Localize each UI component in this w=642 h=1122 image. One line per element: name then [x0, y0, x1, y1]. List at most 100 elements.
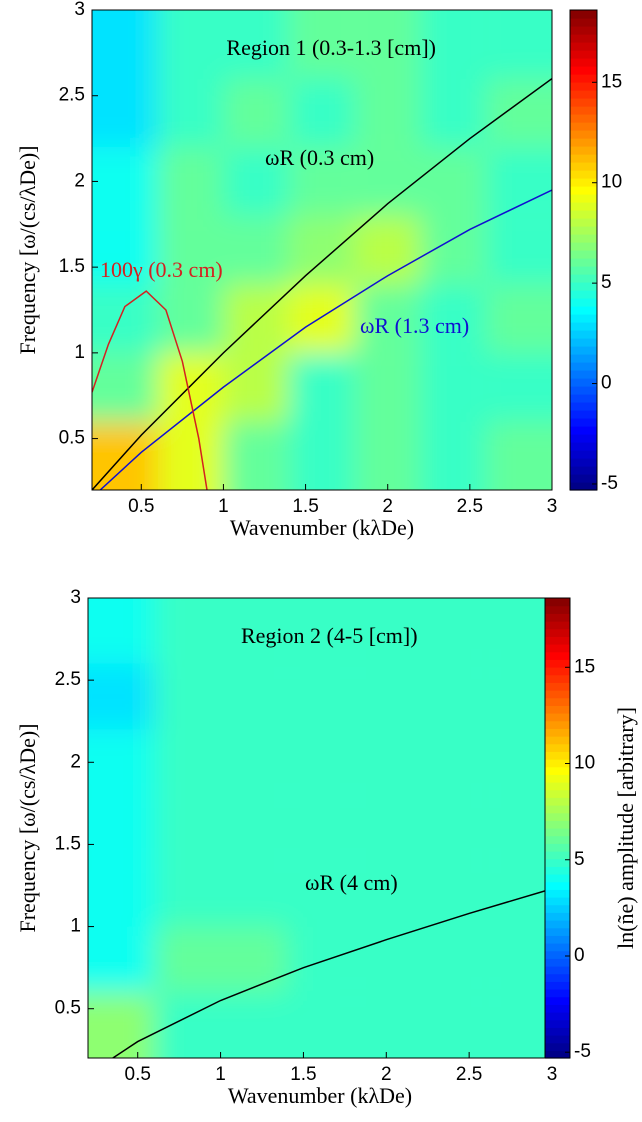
colorbar-step	[570, 130, 597, 139]
heatmap-cell	[353, 860, 420, 927]
heatmap-cell	[485, 795, 552, 861]
heatmap-cell	[289, 284, 355, 353]
colorbar-step	[545, 1050, 570, 1059]
heatmap-cell	[286, 729, 354, 796]
heatmap-cells	[92, 10, 552, 490]
heatmap	[88, 598, 552, 1058]
heatmap-cell	[92, 78, 158, 148]
heatmap-cell	[220, 860, 287, 927]
heatmap-cells	[88, 598, 552, 1058]
colorbar-step	[545, 797, 570, 806]
colorbar-step	[570, 410, 597, 419]
curve	[99, 189, 552, 490]
colorbar-step	[545, 889, 570, 898]
colorbar-step	[545, 904, 570, 913]
colorbar-step	[570, 178, 597, 187]
colorbar-step	[545, 743, 570, 752]
colorbar-step	[570, 378, 597, 387]
colorbar-step	[570, 138, 597, 147]
colorbar-step	[570, 250, 597, 259]
colorbar-step	[570, 482, 597, 491]
colorbar-step	[570, 234, 597, 243]
colorbar-step	[545, 766, 570, 775]
colorbar-step	[570, 442, 597, 451]
colorbar-step	[570, 330, 597, 339]
heatmap-cell	[157, 284, 224, 353]
colorbar-step	[570, 106, 597, 115]
colorbar-step	[570, 458, 597, 467]
heatmap-cell	[419, 795, 486, 861]
heatmap-cell	[420, 421, 487, 490]
heatmap-cell	[289, 421, 355, 490]
heatmap-cell	[154, 729, 221, 796]
colorbar-label: ln(ñe) amplitude [arbitrary]	[613, 707, 638, 949]
heatmap-cell	[220, 926, 287, 993]
heatmap-cell	[485, 992, 552, 1058]
x-tick-label: 3	[547, 1064, 558, 1085]
heatmap-cell	[154, 795, 221, 861]
colorbar-step	[570, 282, 597, 291]
colorbar-step	[545, 966, 570, 975]
x-tick-label: 2.5	[456, 1064, 482, 1085]
y-tick-label: 2	[74, 170, 85, 191]
colorbar-tick-label: 10	[574, 753, 595, 774]
heatmap-cell	[289, 215, 355, 285]
colorbar-step	[545, 874, 570, 883]
heatmap-cell	[157, 215, 224, 285]
y-tick-label: 0.5	[55, 998, 81, 1019]
heatmap-cell	[289, 10, 355, 79]
colorbar-step	[545, 950, 570, 959]
heatmap-cell	[486, 215, 552, 285]
colorbar: -5 0 5 10 15	[569, 9, 622, 494]
colorbar-step	[545, 736, 570, 745]
x-tick-label: 1.5	[290, 1064, 316, 1085]
heatmap-cell	[220, 795, 287, 861]
curve-label: ωR (4 cm)	[305, 870, 398, 895]
heatmap-cell	[88, 598, 155, 664]
heatmap-cell	[354, 284, 421, 353]
colorbar-step	[545, 835, 570, 844]
heatmap-cell	[353, 926, 420, 993]
heatmap-cell	[286, 663, 354, 730]
colorbar-step	[545, 605, 570, 614]
colorbar-step	[570, 42, 597, 51]
colorbar-step	[545, 636, 570, 645]
heatmap-cell	[420, 10, 487, 79]
heatmap-cell	[354, 421, 421, 490]
colorbar-step	[545, 628, 570, 637]
colorbar-step	[570, 394, 597, 403]
heatmap-cell	[223, 352, 290, 422]
heatmap-cell	[157, 10, 224, 79]
colorbar-step	[545, 1012, 570, 1021]
heatmap-cell	[220, 663, 287, 730]
y-tick-label: 1.5	[59, 256, 85, 277]
heatmap-cell	[88, 663, 155, 730]
colorbar-step	[570, 242, 597, 251]
heatmap-cell	[223, 215, 290, 285]
x-tick-label: 3	[547, 496, 558, 517]
heatmap-cell	[286, 992, 354, 1058]
x-axis-label: Wavenumber (kλDe)	[230, 515, 414, 540]
heatmap-cell	[420, 352, 487, 422]
curve	[92, 290, 208, 490]
colorbar-step	[570, 98, 597, 107]
heatmap-cell	[154, 598, 221, 664]
curve-label: 100γ (0.3 cm)	[100, 257, 223, 282]
y-tick-label: 2.5	[59, 85, 85, 106]
heatmap-cell	[92, 147, 158, 216]
colorbar-tick-label: 15	[601, 71, 622, 92]
colorbar-step	[545, 690, 570, 699]
colorbar-tick-label: 15	[574, 656, 595, 677]
heatmap-cell	[88, 926, 155, 993]
colorbar-step	[545, 782, 570, 791]
colorbar-step	[570, 426, 597, 435]
curve-label: ωR (0.3 cm)	[265, 145, 374, 170]
colorbar-step	[570, 402, 597, 411]
colorbar-step	[545, 958, 570, 967]
heatmap-cell	[92, 10, 158, 79]
colorbar-step	[570, 338, 597, 347]
heatmap-cell	[286, 598, 354, 664]
colorbar-step	[545, 789, 570, 798]
curve-label: ωR (1.3 cm)	[360, 313, 469, 338]
colorbar-step	[545, 613, 570, 622]
